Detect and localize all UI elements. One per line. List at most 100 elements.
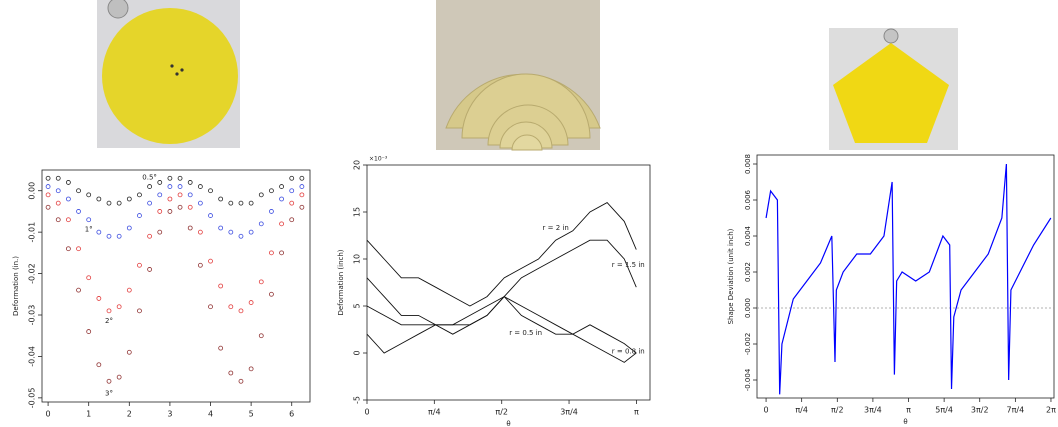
series-line [367, 297, 636, 353]
data-point [249, 301, 253, 305]
data-point [269, 292, 273, 296]
data-point [219, 197, 223, 201]
x-tick-label: π/2 [831, 406, 844, 415]
photo-pentagon [829, 28, 958, 150]
x-tick-label: 0 [764, 406, 769, 415]
photo-disk [97, 0, 240, 148]
data-point [56, 218, 60, 222]
data-point [87, 276, 91, 280]
y-tick-label: 0.008 [744, 154, 752, 174]
data-point [107, 234, 111, 238]
data-point [239, 309, 243, 313]
x-tick-label: 2π [1046, 406, 1056, 415]
series-line [367, 240, 636, 325]
data-point [209, 259, 213, 263]
series-label: r = 2 in [543, 224, 569, 232]
y-tick-label: -0.002 [744, 333, 752, 356]
y-tick-label: 15 [353, 207, 362, 217]
data-point [158, 180, 162, 184]
data-point [198, 230, 202, 234]
data-point [46, 193, 50, 197]
data-point [280, 222, 284, 226]
y-tick-label: -0.05 [28, 388, 37, 409]
y-tick-label: -0.02 [28, 263, 37, 284]
data-point [97, 296, 101, 300]
data-point [290, 218, 294, 222]
data-point [158, 193, 162, 197]
data-point [77, 189, 81, 193]
data-point [137, 214, 141, 218]
data-point [87, 330, 91, 334]
series-line [367, 297, 636, 363]
data-point [229, 305, 233, 309]
data-point [117, 305, 121, 309]
x-tick-label: π [906, 406, 911, 415]
x-axis-label: θ [506, 420, 510, 427]
data-point [259, 222, 263, 226]
data-point [178, 205, 182, 209]
y-tick-label: 0.002 [744, 262, 752, 282]
data-point [66, 197, 70, 201]
series-label: 2° [105, 317, 113, 325]
x-tick-label: 1 [86, 410, 91, 419]
data-point [107, 201, 111, 205]
series-label: r = 0.5 in [509, 329, 542, 337]
data-point [239, 234, 243, 238]
data-point [77, 288, 81, 292]
data-point [168, 209, 172, 213]
data-point [198, 185, 202, 189]
data-point [280, 197, 284, 201]
x-tick-label: 7π/4 [1007, 406, 1025, 415]
data-point [56, 201, 60, 205]
data-point [66, 218, 70, 222]
y-tick-label: 0.004 [744, 225, 752, 246]
series-label: r = 1.5 in [612, 261, 645, 269]
data-point [269, 209, 273, 213]
data-point [300, 193, 304, 197]
series-label: 0.5° [142, 174, 157, 182]
x-tick-label: 2 [127, 410, 132, 419]
data-point [46, 205, 50, 209]
data-point [280, 251, 284, 255]
data-point [239, 201, 243, 205]
data-point [290, 176, 294, 180]
y-axis-label: Deformation (inch) [337, 249, 345, 315]
data-point [66, 247, 70, 251]
x-tick-label: 3π/2 [971, 406, 989, 415]
data-point [259, 193, 263, 197]
data-point [188, 205, 192, 209]
data-point [249, 201, 253, 205]
y-tick-label: -5 [353, 396, 362, 404]
series-line [766, 164, 1051, 394]
y-tick-label: 5 [353, 303, 362, 308]
data-point [249, 230, 253, 234]
data-point [97, 197, 101, 201]
data-point [178, 185, 182, 189]
data-point [280, 185, 284, 189]
data-point [168, 197, 172, 201]
data-point [229, 201, 233, 205]
data-point [269, 189, 273, 193]
series-label: 1° [85, 226, 93, 234]
data-point [209, 189, 213, 193]
plot-frame [367, 165, 650, 400]
data-point [127, 226, 131, 230]
data-point [290, 201, 294, 205]
data-point [107, 309, 111, 313]
y-tick-label: 0.00 [28, 182, 37, 200]
x-tick-label: 3π/4 [560, 408, 578, 417]
data-point [117, 375, 121, 379]
data-point [249, 367, 253, 371]
y-tick-label: 10 [353, 254, 362, 264]
data-point [198, 263, 202, 267]
x-tick-label: π/2 [495, 408, 508, 417]
data-point [269, 251, 273, 255]
data-point [127, 197, 131, 201]
data-point [158, 209, 162, 213]
data-point [56, 176, 60, 180]
plot-frame [42, 170, 310, 402]
data-point [148, 185, 152, 189]
data-point [87, 218, 91, 222]
x-tick-label: 5π/4 [935, 406, 953, 415]
x-tick-label: π/4 [795, 406, 808, 415]
